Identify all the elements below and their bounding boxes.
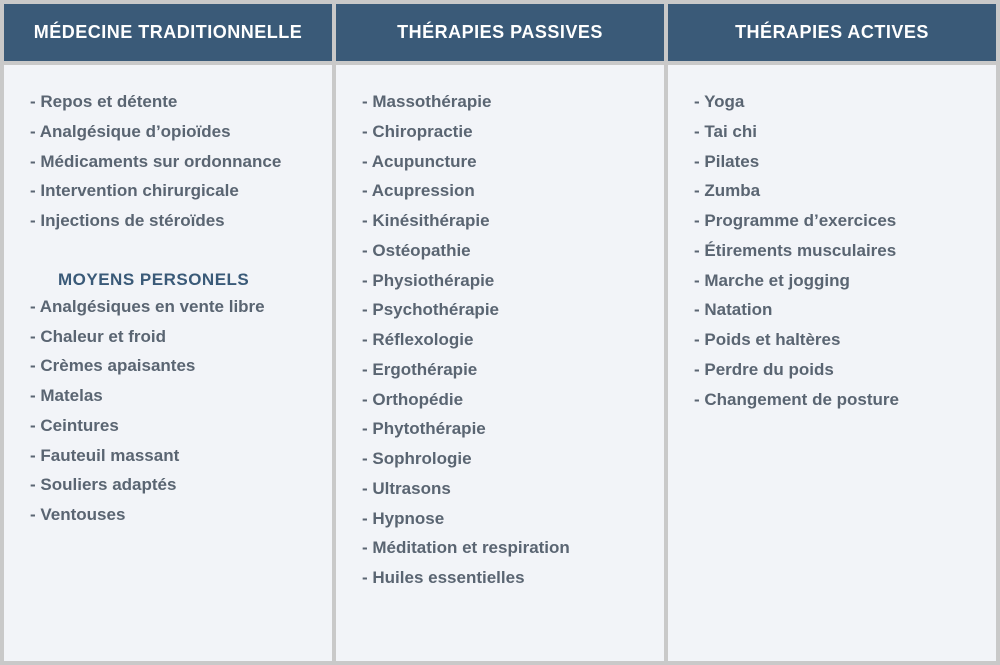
list-item: - Acupuncture xyxy=(362,147,646,177)
list-item: - Changement de posture xyxy=(694,385,978,415)
list-item: - Orthopédie xyxy=(362,385,646,415)
list-item: - Ventouses xyxy=(30,500,314,530)
list-item: - Matelas xyxy=(30,381,314,411)
list-item: - Marche et jogging xyxy=(694,266,978,296)
list-item: - Poids et haltères xyxy=(694,325,978,355)
section: - Yoga - Tai chi - Pilates - Zumba - Pro… xyxy=(694,87,978,414)
list-item: - Natation xyxy=(694,295,978,325)
subheading: MOYENS PERSONELS xyxy=(30,270,314,290)
column-passive: THÉRAPIES PASSIVES - Massothérapie - Chi… xyxy=(336,4,664,661)
list-item: - Physiothérapie xyxy=(362,266,646,296)
list-item: - Kinésithérapie xyxy=(362,206,646,236)
column-body: - Yoga - Tai chi - Pilates - Zumba - Pro… xyxy=(668,65,996,661)
list-item: - Souliers adaptés xyxy=(30,470,314,500)
list-item: - Crèmes apaisantes xyxy=(30,351,314,381)
column-body: - Repos et détente - Analgésique d’opioï… xyxy=(4,65,332,661)
section: - Repos et détente - Analgésique d’opioï… xyxy=(30,87,314,236)
list-item: - Massothérapie xyxy=(362,87,646,117)
list-item: - Phytothérapie xyxy=(362,414,646,444)
list-item: - Perdre du poids xyxy=(694,355,978,385)
list-item: - Pilates xyxy=(694,147,978,177)
list-item: - Analgésique d’opioïdes xyxy=(30,117,314,147)
column-body: - Massothérapie - Chiropractie - Acupunc… xyxy=(336,65,664,661)
column-header: THÉRAPIES PASSIVES xyxy=(336,4,664,61)
list-item: - Hypnose xyxy=(362,504,646,534)
list-item: - Yoga xyxy=(694,87,978,117)
list-item: - Médicaments sur ordonnance xyxy=(30,147,314,177)
list-item: - Méditation et respiration xyxy=(362,533,646,563)
therapy-table: MÉDECINE TRADITIONNELLE - Repos et déten… xyxy=(4,4,996,661)
list-item: - Intervention chirurgicale xyxy=(30,176,314,206)
column-header: THÉRAPIES ACTIVES xyxy=(668,4,996,61)
list-item: - Injections de stéroïdes xyxy=(30,206,314,236)
list-item: - Chaleur et froid xyxy=(30,322,314,352)
list-item: - Étirements musculaires xyxy=(694,236,978,266)
column-active: THÉRAPIES ACTIVES - Yoga - Tai chi - Pil… xyxy=(668,4,996,661)
list-item: - Ceintures xyxy=(30,411,314,441)
section: MOYENS PERSONELS - Analgésiques en vente… xyxy=(30,270,314,530)
column-traditional: MÉDECINE TRADITIONNELLE - Repos et déten… xyxy=(4,4,332,661)
list-item: - Ultrasons xyxy=(362,474,646,504)
list-item: - Ostéopathie xyxy=(362,236,646,266)
list-item: - Programme d’exercices xyxy=(694,206,978,236)
list-item: - Analgésiques en vente libre xyxy=(30,292,314,322)
list-item: - Acupression xyxy=(362,176,646,206)
list-item: - Chiropractie xyxy=(362,117,646,147)
list-item: - Réflexologie xyxy=(362,325,646,355)
list-item: - Fauteuil massant xyxy=(30,441,314,471)
list-item: - Tai chi xyxy=(694,117,978,147)
list-item: - Zumba xyxy=(694,176,978,206)
list-item: - Huiles essentielles xyxy=(362,563,646,593)
column-header: MÉDECINE TRADITIONNELLE xyxy=(4,4,332,61)
section: - Massothérapie - Chiropractie - Acupunc… xyxy=(362,87,646,593)
list-item: - Sophrologie xyxy=(362,444,646,474)
list-item: - Repos et détente xyxy=(30,87,314,117)
list-item: - Ergothérapie xyxy=(362,355,646,385)
list-item: - Psychothérapie xyxy=(362,295,646,325)
